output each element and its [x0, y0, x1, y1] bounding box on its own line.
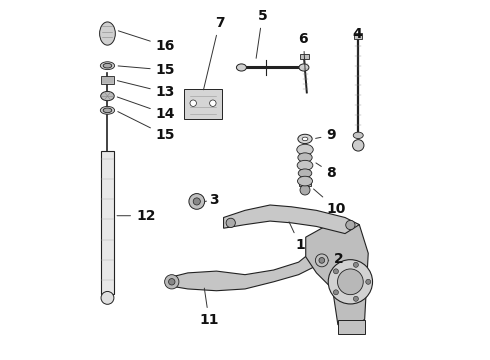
- Ellipse shape: [298, 169, 312, 177]
- Polygon shape: [306, 219, 368, 328]
- Circle shape: [333, 290, 339, 295]
- Ellipse shape: [99, 22, 115, 45]
- Text: 6: 6: [298, 32, 308, 72]
- Ellipse shape: [100, 62, 115, 69]
- Text: 14: 14: [117, 97, 175, 121]
- Circle shape: [101, 292, 114, 304]
- Polygon shape: [223, 205, 359, 234]
- Text: 2: 2: [329, 252, 344, 266]
- Text: 5: 5: [256, 9, 267, 58]
- Polygon shape: [184, 89, 222, 119]
- Text: 1: 1: [289, 222, 305, 252]
- Ellipse shape: [100, 91, 114, 101]
- Ellipse shape: [302, 137, 308, 141]
- Ellipse shape: [100, 107, 115, 114]
- Bar: [101, 152, 114, 294]
- Circle shape: [193, 198, 200, 205]
- Circle shape: [189, 194, 205, 209]
- Circle shape: [353, 262, 358, 267]
- Ellipse shape: [299, 64, 309, 71]
- Text: 7: 7: [203, 16, 224, 90]
- Polygon shape: [167, 248, 327, 291]
- Ellipse shape: [103, 108, 112, 113]
- Text: 3: 3: [205, 193, 219, 207]
- Circle shape: [353, 296, 358, 301]
- Circle shape: [300, 185, 310, 195]
- Text: 13: 13: [117, 81, 175, 99]
- Text: 10: 10: [314, 189, 346, 216]
- Circle shape: [338, 269, 363, 295]
- Circle shape: [328, 260, 372, 304]
- Circle shape: [226, 218, 235, 228]
- Ellipse shape: [298, 134, 312, 144]
- Circle shape: [333, 269, 339, 274]
- Circle shape: [316, 254, 328, 267]
- Bar: [101, 76, 114, 84]
- Bar: [338, 320, 365, 334]
- Ellipse shape: [297, 176, 313, 186]
- Ellipse shape: [103, 63, 112, 68]
- Ellipse shape: [237, 64, 246, 71]
- Text: 16: 16: [118, 31, 175, 53]
- Bar: [354, 33, 362, 39]
- Text: 15: 15: [118, 63, 175, 77]
- Text: 15: 15: [118, 112, 175, 142]
- Circle shape: [346, 220, 355, 230]
- Ellipse shape: [298, 153, 312, 162]
- Circle shape: [319, 257, 325, 263]
- Text: 4: 4: [352, 27, 362, 70]
- Bar: [299, 178, 311, 186]
- Circle shape: [352, 140, 364, 151]
- Circle shape: [366, 279, 371, 284]
- Text: 11: 11: [199, 288, 219, 327]
- Ellipse shape: [297, 144, 313, 155]
- Text: 12: 12: [117, 209, 155, 223]
- Text: 8: 8: [316, 163, 336, 180]
- Text: 9: 9: [316, 129, 336, 142]
- Bar: [300, 54, 309, 59]
- Ellipse shape: [297, 160, 313, 170]
- Circle shape: [169, 279, 175, 285]
- Ellipse shape: [353, 132, 363, 139]
- Circle shape: [210, 100, 216, 107]
- Circle shape: [165, 275, 179, 289]
- Circle shape: [190, 100, 196, 107]
